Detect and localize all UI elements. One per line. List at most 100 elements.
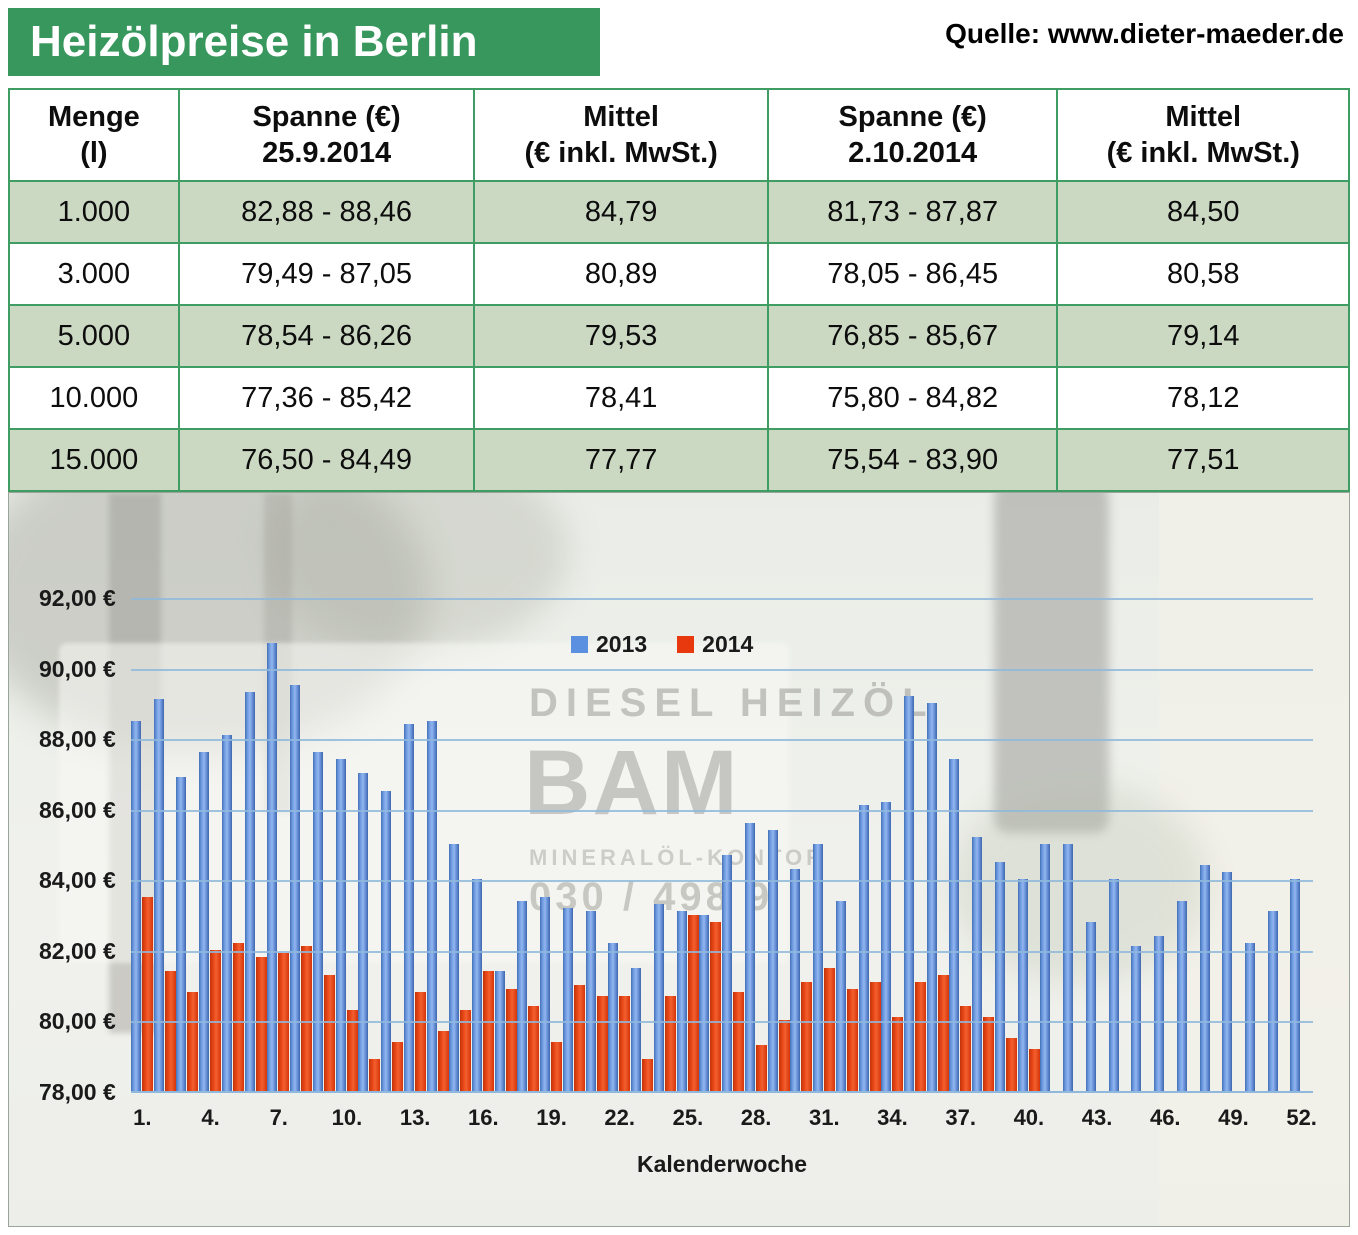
bar-2013-week-26: [699, 914, 710, 1091]
bar-2014-week-40: [1028, 1048, 1040, 1091]
week-group-46: [1154, 599, 1177, 1091]
week-group-36: [926, 599, 950, 1091]
bar-2013-week-17: [494, 971, 505, 1091]
table-cell: 1.000: [8, 180, 180, 244]
bar-2013-week-39: [994, 861, 1005, 1091]
bar-2013-week-7: [267, 642, 278, 1091]
week-group-2: [153, 599, 177, 1091]
bar-2014-week-20: [573, 985, 585, 1091]
week-group-37: [949, 599, 972, 1091]
week-group-11: [358, 599, 381, 1091]
legend-swatch-2013: [571, 636, 588, 653]
bar-2013-week-5: [221, 734, 232, 1091]
week-group-18: [517, 599, 540, 1091]
y-axis-tick-label: 88,00 €: [39, 726, 116, 753]
bar-2013-week-20: [562, 907, 573, 1091]
bar-2013-week-14: [426, 720, 437, 1091]
bar-2013-week-52: [1290, 879, 1301, 1091]
table-cell: 78,54 - 86,26: [177, 304, 476, 368]
week-group-17: [494, 599, 518, 1091]
gridline: [131, 809, 1313, 812]
bar-2013-week-3: [176, 777, 187, 1091]
table-row: 1.000 82,88 - 88,46 84,79 81,73 - 87,87 84,5…: [8, 180, 1350, 244]
x-axis-tick-label: 52.: [1286, 1105, 1317, 1130]
bar-2014-week-38: [983, 1016, 995, 1091]
bar-2013-week-12: [381, 791, 392, 1091]
bar-2014-week-33: [869, 981, 881, 1091]
bar-2013-week-50: [1244, 942, 1255, 1091]
x-axis-tick-label: 43.: [1081, 1105, 1113, 1130]
photo-building: [1159, 493, 1349, 1226]
photo-foliage: [269, 493, 569, 653]
legend-label-2013: 2013: [596, 631, 648, 657]
week-group-33: [858, 599, 882, 1091]
bar-2014-week-16: [483, 971, 495, 1091]
table-cell: 78,05 - 86,45: [766, 242, 1059, 306]
bar-2014-week-21: [596, 995, 608, 1091]
x-axis-tick-label: 31.: [808, 1105, 840, 1130]
week-group-39: [994, 599, 1018, 1091]
bar-2014-week-18: [528, 1006, 540, 1091]
price-table-header: Menge (l) Spanne (€) 25.9.2014 Mittel (€…: [8, 88, 1350, 182]
bar-2013-week-45: [1131, 946, 1142, 1091]
table-cell: 75,80 - 84,82: [766, 366, 1059, 430]
bar-2013-week-22: [608, 942, 619, 1091]
bar-2013-week-38: [972, 836, 983, 1091]
page-title-banner: Heizölpreise in Berlin: [8, 8, 600, 76]
bar-2014-week-25: [687, 914, 699, 1091]
x-axis-tick-label: 25.: [672, 1105, 704, 1130]
table-row: 15.000 76,50 - 84,49 77,77 75,54 - 83,90 77,…: [8, 428, 1350, 492]
bar-2014-week-26: [710, 921, 722, 1091]
gridline: [131, 668, 1313, 671]
photo-foliage: [949, 783, 1209, 983]
bar-2013-week-1: [131, 720, 141, 1091]
gridline: [131, 598, 1313, 600]
bar-2014-week-10: [346, 1009, 358, 1091]
week-group-40: [1017, 599, 1041, 1091]
photo-truck-brand: BAM: [524, 732, 740, 834]
gridline: [131, 1021, 1313, 1024]
table-cell: 78,41: [473, 366, 769, 430]
bar-2013-week-27: [722, 854, 733, 1091]
chart: DIESEL HEIZÖL BAM MINERALÖL-KONTOR 030 /…: [8, 492, 1350, 1227]
bar-2014-week-11: [369, 1059, 381, 1091]
price-table-body: 1.000 82,88 - 88,46 84,79 81,73 - 87,87 84,5…: [8, 180, 1350, 492]
x-axis-tick-label: 34.: [877, 1105, 908, 1130]
table-cell: 75,54 - 83,90: [766, 428, 1059, 492]
bar-2014-week-23: [642, 1059, 654, 1091]
week-group-30: [790, 599, 813, 1091]
bar-2014-week-39: [1005, 1038, 1017, 1091]
bar-2013-week-43: [1085, 921, 1096, 1091]
col-header-spanne-1: Spanne (€) 25.9.2014: [177, 88, 476, 182]
week-group-21: [585, 599, 609, 1091]
y-axis-tick-label: 80,00 €: [39, 1008, 116, 1035]
bar-2013-week-24: [653, 904, 664, 1091]
week-group-32: [835, 599, 859, 1091]
bar-2014-week-2: [164, 971, 176, 1091]
bar-2014-week-32: [846, 988, 858, 1091]
table-cell: 79,53: [473, 304, 769, 368]
week-group-48: [1199, 599, 1223, 1091]
gridline: [131, 950, 1313, 953]
table-row: 10.000 77,36 - 85,42 78,41 75,80 - 84,82 78,…: [8, 366, 1350, 430]
table-cell: 77,51: [1056, 428, 1350, 492]
x-axis-tick-label: 22.: [604, 1105, 635, 1130]
bar-2014-week-28: [755, 1045, 767, 1091]
bar-2013-week-44: [1108, 879, 1119, 1091]
x-axis-tick-label: 10.: [331, 1105, 363, 1130]
week-group-27: [722, 599, 745, 1091]
bar-2014-week-17: [505, 988, 517, 1091]
week-group-42: [1063, 599, 1086, 1091]
table-cell: 76,50 - 84,49: [177, 428, 476, 492]
bar-2014-week-27: [733, 992, 745, 1091]
bar-2013-week-2: [153, 699, 164, 1091]
table-cell: 84,50: [1056, 180, 1350, 244]
bar-2013-week-49: [1222, 872, 1233, 1091]
chart-legend: 2013 2014: [571, 631, 753, 658]
table-row: 3.000 79,49 - 87,05 80,89 78,05 - 86,45 80,5…: [8, 242, 1350, 306]
y-axis-tick-label: 82,00 €: [39, 937, 116, 964]
table-cell: 78,12: [1056, 366, 1350, 430]
bar-2013-week-9: [312, 752, 323, 1091]
week-group-1: [131, 599, 154, 1091]
bar-2013-week-28: [744, 822, 755, 1091]
